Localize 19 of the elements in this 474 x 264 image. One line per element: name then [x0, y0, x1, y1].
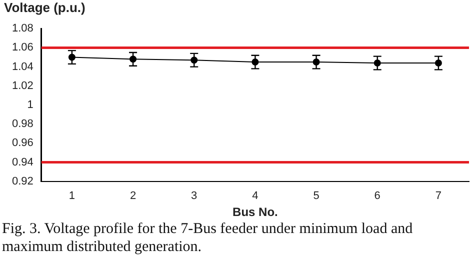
y-tick-label: 0.96 — [12, 137, 34, 150]
y-tick-label: 1.06 — [12, 42, 34, 54]
y-axis-title: Voltage (p.u.) — [4, 0, 86, 15]
y-tick-label: 1 — [27, 99, 34, 112]
x-tick-label: 2 — [130, 190, 136, 202]
y-tick-label: 0.94 — [12, 156, 34, 168]
y-tick-label: 1.02 — [12, 80, 34, 92]
y-tick-label: 0.98 — [12, 118, 34, 130]
x-tick-label: 3 — [191, 190, 198, 202]
caption: Fig. 3. Voltage profile for the 7-Bus feeder under minimum load and maximum distributed generation. — [2, 220, 414, 256]
x-axis-title: Bus No. — [232, 205, 278, 220]
x-tick-label: 1 — [68, 190, 76, 202]
x-tick-label: 7 — [435, 190, 442, 202]
y-tick-label: 1.04 — [12, 60, 34, 73]
y-tick-label: 0.92 — [12, 175, 34, 188]
x-tick-label: 4 — [252, 190, 258, 202]
x-tick-label: 6 — [374, 190, 380, 202]
y-tick-label: 1.08 — [12, 22, 34, 35]
x-tick-label: 5 — [313, 190, 320, 202]
